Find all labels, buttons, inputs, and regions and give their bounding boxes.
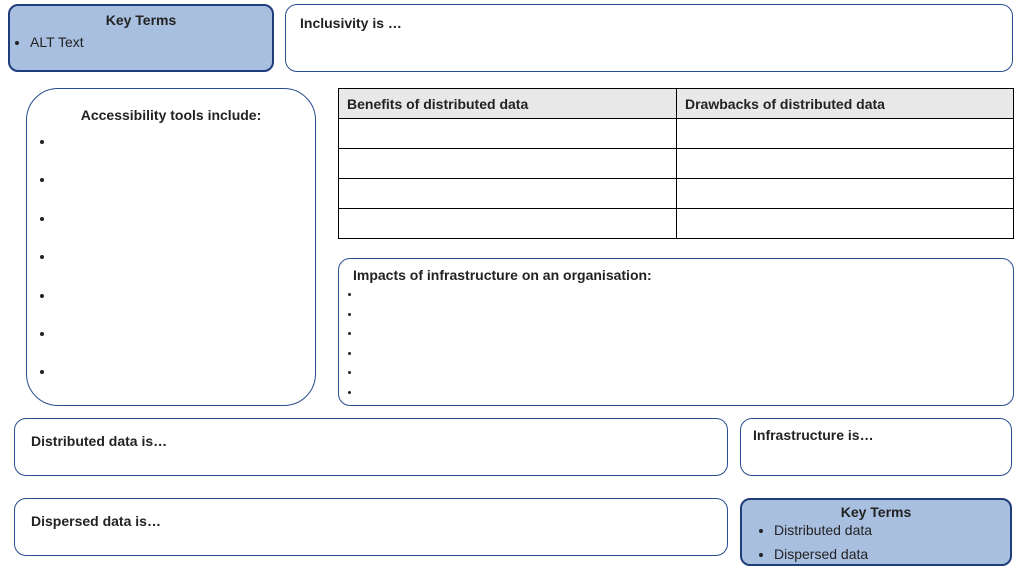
accessibility-title: Accessibility tools include: <box>27 89 315 131</box>
accessibility-bullet <box>55 171 315 193</box>
key-terms-bottom-title: Key Terms <box>742 500 1010 520</box>
key-term-item: ALT Text <box>30 34 272 56</box>
impacts-bullet <box>361 348 1013 366</box>
distributed-box: Distributed data is… <box>14 418 728 476</box>
key-term-item: Dispersed data <box>774 546 1010 568</box>
distributed-data-table: Benefits of distributed dataDrawbacks of… <box>338 88 1014 239</box>
dispersed-box: Dispersed data is… <box>14 498 728 556</box>
inclusivity-prompt: Inclusivity is … <box>286 5 1012 41</box>
key-terms-top-title: Key Terms <box>10 6 272 28</box>
table-row <box>339 119 1014 149</box>
table-header-row: Benefits of distributed dataDrawbacks of… <box>339 89 1014 119</box>
impacts-bullet <box>361 387 1013 405</box>
accessibility-bullet <box>55 287 315 309</box>
accessibility-list <box>27 133 315 386</box>
table-cell <box>339 119 677 149</box>
accessibility-bullet <box>55 133 315 155</box>
table-cell <box>339 209 677 239</box>
accessibility-box: Accessibility tools include: <box>26 88 316 406</box>
table-cell <box>339 149 677 179</box>
impacts-box: Impacts of infrastructure on an organisa… <box>338 258 1014 406</box>
accessibility-bullet <box>55 325 315 347</box>
key-terms-top-box: Key Terms ALT Text <box>8 4 274 72</box>
impacts-title: Impacts of infrastructure on an organisa… <box>339 259 1013 287</box>
impacts-list <box>339 289 1013 405</box>
key-term-item: Distributed data <box>774 522 1010 544</box>
accessibility-bullet <box>55 363 315 385</box>
impacts-bullet <box>361 367 1013 385</box>
table-row <box>339 179 1014 209</box>
table-cell <box>677 119 1014 149</box>
inclusivity-box: Inclusivity is … <box>285 4 1013 72</box>
table-cell <box>677 179 1014 209</box>
impacts-bullet <box>361 289 1013 307</box>
infrastructure-prompt: Infrastructure is… <box>741 419 1011 451</box>
table-cell <box>677 149 1014 179</box>
key-terms-bottom-box: Key Terms Distributed dataDispersed data <box>740 498 1012 566</box>
accessibility-bullet <box>55 210 315 232</box>
impacts-bullet <box>361 328 1013 346</box>
key-terms-bottom-list: Distributed dataDispersed data <box>742 522 1010 569</box>
table-row <box>339 149 1014 179</box>
table-cell <box>677 209 1014 239</box>
dispersed-prompt: Dispersed data is… <box>15 499 727 543</box>
impacts-bullet <box>361 309 1013 327</box>
accessibility-bullet <box>55 248 315 270</box>
table-cell <box>339 179 677 209</box>
table-row <box>339 209 1014 239</box>
distributed-prompt: Distributed data is… <box>15 419 727 463</box>
infrastructure-box: Infrastructure is… <box>740 418 1012 476</box>
table-header-cell: Drawbacks of distributed data <box>677 89 1014 119</box>
key-terms-top-list: ALT Text <box>10 34 272 56</box>
table-header-cell: Benefits of distributed data <box>339 89 677 119</box>
